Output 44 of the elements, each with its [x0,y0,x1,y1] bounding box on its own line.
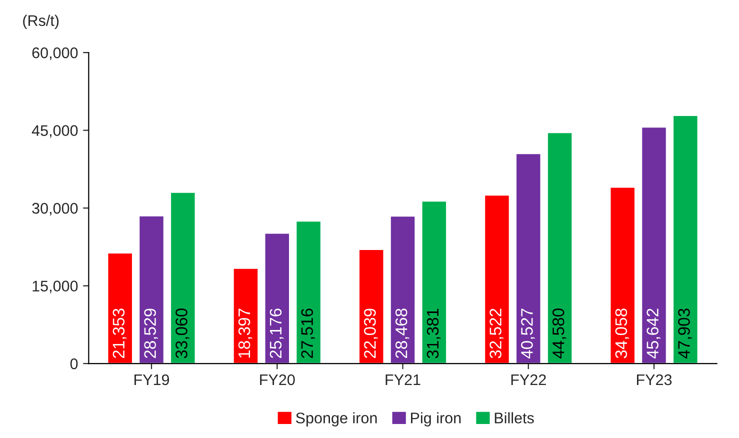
x-tick-label: FY21 [386,374,420,386]
data-label: 28,468 [395,308,410,358]
bar [232,267,259,364]
data-label: 45,642 [646,308,660,358]
y-tick-label: 30,000 [32,202,78,216]
bar [420,200,448,364]
bar [672,114,699,364]
bar [389,215,416,364]
bar [295,220,322,364]
bar [515,152,542,364]
data-label: 28,529 [144,308,158,358]
y-tick-label: 15,000 [32,280,78,294]
bar [484,194,510,364]
legend-label: Billets [494,412,534,424]
data-label: 47,903 [678,308,692,358]
bar [640,126,668,364]
data-label: 25,176 [270,308,284,358]
data-label: 40,527 [521,308,535,358]
data-label: 27,516 [301,308,315,358]
bar [264,232,290,364]
y-tick-label: 45,000 [32,125,78,138]
bar [170,191,196,364]
bar [138,214,165,364]
data-label: 31,381 [426,308,441,358]
data-label: 22,039 [364,308,378,358]
x-tick-label: FY22 [511,374,546,386]
legend-label: Sponge iron [296,412,377,426]
bar [546,132,574,364]
x-tick-label: FY20 [260,374,295,386]
x-tick-label: FY19 [134,374,170,386]
y-axis-title: (Rs/t) [23,14,59,30]
bar [358,248,385,364]
data-label: 44,580 [552,308,566,358]
bar [106,252,134,364]
data-label: 33,060 [176,308,190,358]
bar [609,186,636,364]
data-label: 32,522 [490,308,504,358]
x-tick-label: FY23 [637,374,672,386]
y-tick-label: 0 [70,358,78,370]
data-label: 34,058 [615,308,630,358]
legend-label: Pig iron [411,412,461,426]
data-label: 21,353 [112,308,127,358]
y-tick-label: 60,000 [32,47,78,60]
data-label: 18,397 [238,308,252,358]
